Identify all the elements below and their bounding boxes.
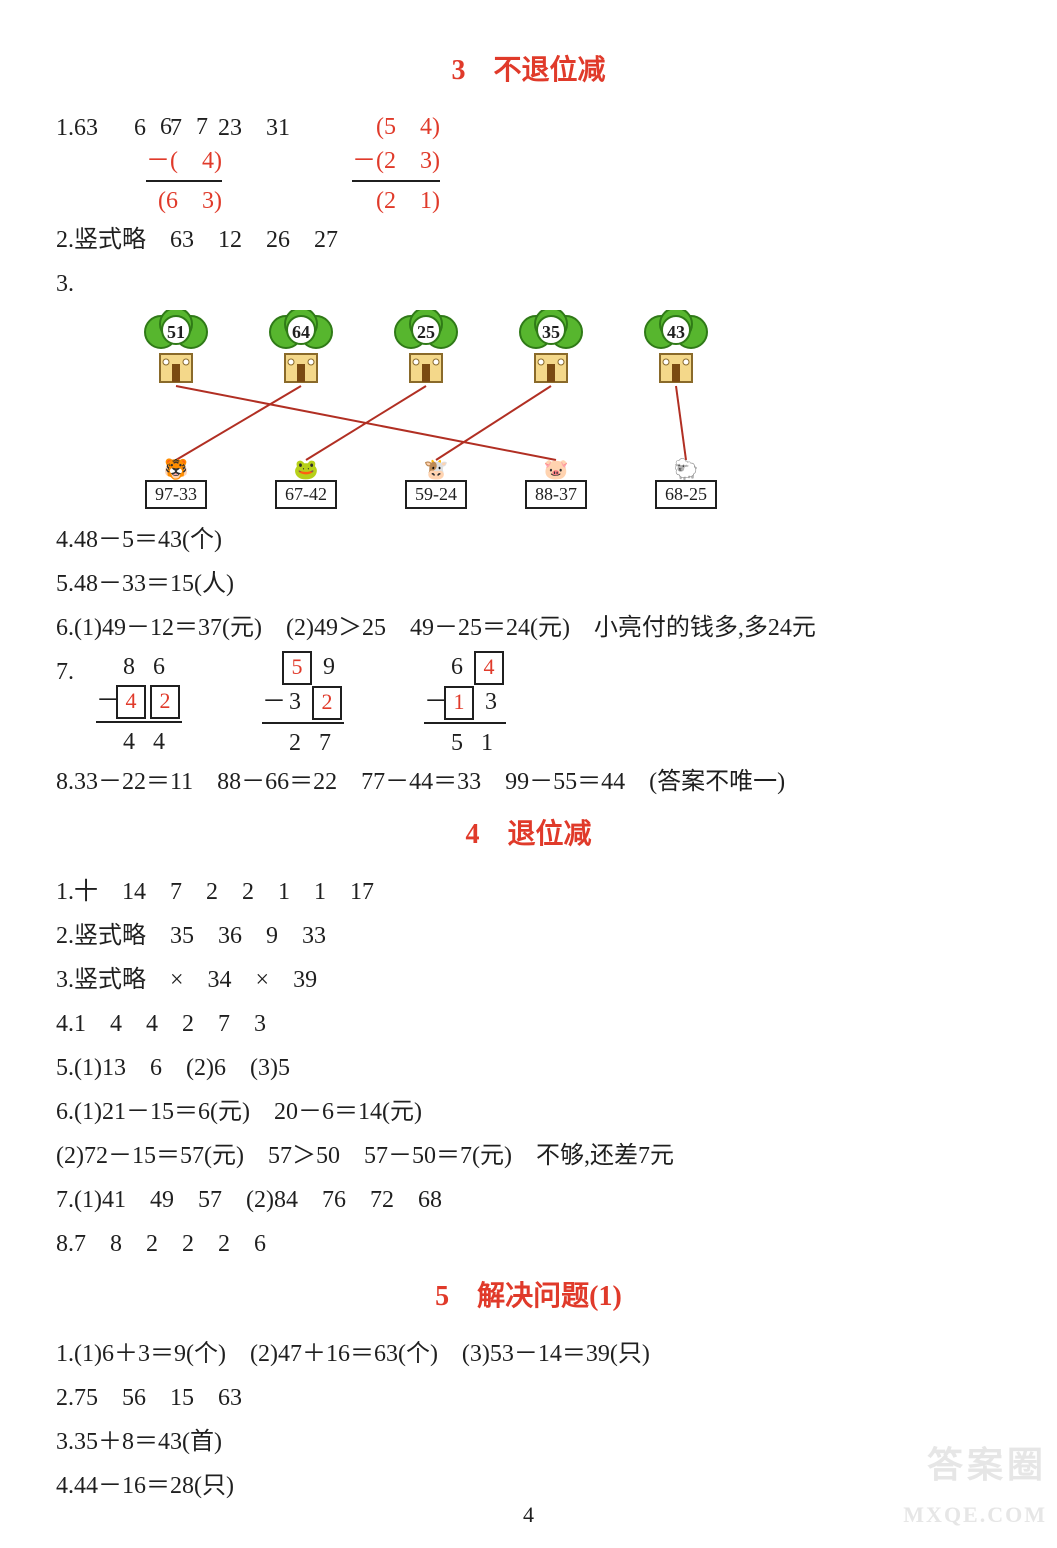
watermark-a: 答案圈 xyxy=(927,1436,1047,1488)
s3-q7: 7. 86－4244 59－3227 64－1351 xyxy=(56,650,1001,760)
page-number: 4 xyxy=(0,1502,1057,1528)
s4-line-2: 3.竖式略 × 34 × 39 xyxy=(56,958,1001,1002)
s3-q7-calc-0: 86－4244 xyxy=(96,650,182,760)
s3-q3-expr-2: 59-24 xyxy=(405,480,467,509)
s3-q1-vcalc-a: (5 4) －(2 3) (2 1) xyxy=(352,110,440,218)
animal-icon: 🐯 xyxy=(126,460,226,480)
section5-lines: 1.(1)6＋3＝9(个) (2)47＋16＝63(个) (3)53－14＝39… xyxy=(56,1332,1001,1508)
section4-title: 4 退位减 xyxy=(56,812,1001,852)
s3-q3-expr-0: 97-33 xyxy=(145,480,207,509)
s4-line-4: 5.(1)13 6 (2)6 (3)5 xyxy=(56,1046,1001,1090)
s3-q3-tree-2: 25 xyxy=(386,310,466,390)
page: 3 不退位减 1.63 6 7 23 31 6 7 －( 4) (6 3) (5… xyxy=(0,0,1057,1548)
s3-q3-tree-num-3: 35 xyxy=(542,322,560,343)
watermark-b: MXQE.COM xyxy=(903,1502,1047,1528)
s3-q3-item-2: 🐮 59-24 xyxy=(386,460,486,509)
s3-q3-tree-num-2: 25 xyxy=(417,322,435,343)
s3-q3-tree-4: 43 xyxy=(636,310,716,390)
s3-q3-tree-0: 51 xyxy=(136,310,216,390)
s4-line-5: 6.(1)21－15＝6(元) 20－6＝14(元) xyxy=(56,1090,1001,1134)
s3-q3-link xyxy=(676,386,686,460)
s4-line-0: 1.十 14 7 2 2 1 1 17 xyxy=(56,870,1001,914)
s3-q4: 4.48－5＝43(个) xyxy=(56,518,1001,562)
s3-q3-tree-1: 64 xyxy=(261,310,341,390)
s3-q3-link xyxy=(436,386,551,460)
s3-q3-item-1: 🐸 67-42 xyxy=(256,460,356,509)
section3-title: 3 不退位减 xyxy=(56,48,1001,88)
s4-line-8: 8.7 8 2 2 2 6 xyxy=(56,1222,1001,1266)
s3-q3-link xyxy=(176,386,556,460)
s3-q3-tree-3: 35 xyxy=(511,310,591,390)
s3-q3-tree-num-0: 51 xyxy=(167,322,185,343)
s3-q3-item-3: 🐷 88-37 xyxy=(506,460,606,509)
s3-q3-link xyxy=(176,386,301,460)
s3-q3-tree-num-1: 64 xyxy=(292,322,310,343)
animal-icon: 🐑 xyxy=(636,460,736,480)
s3-q7-calc-2: 64－1351 xyxy=(424,650,506,760)
s3-q3-label: 3. xyxy=(56,262,96,306)
s5-line-0: 1.(1)6＋3＝9(个) (2)47＋16＝63(个) (3)53－14＝39… xyxy=(56,1332,1001,1376)
s3-q1-vcalc-b: 6 7 －( 4) (6 3) xyxy=(146,110,222,218)
s4-line-1: 2.竖式略 35 36 9 33 xyxy=(56,914,1001,958)
s3-q6: 6.(1)49－12＝37(元) (2)49＞25 49－25＝24(元) 小亮… xyxy=(56,606,1001,650)
s4-line-3: 4.1 4 4 2 7 3 xyxy=(56,1002,1001,1046)
s3-q8: 8.33－22＝11 88－66＝22 77－44＝33 99－55＝44 (答… xyxy=(56,760,1001,804)
s3-q3-tree-num-4: 43 xyxy=(667,322,685,343)
animal-icon: 🐸 xyxy=(256,460,356,480)
s3-q3-diagram: 51 64 xyxy=(96,310,996,510)
animal-icon: 🐮 xyxy=(386,460,486,480)
s3-q3-expr-1: 67-42 xyxy=(275,480,337,509)
s3-q3-expr-3: 88-37 xyxy=(525,480,587,509)
s5-line-2: 3.35＋8＝43(首) xyxy=(56,1420,1001,1464)
s3-q3-link xyxy=(306,386,426,460)
s3-q2: 2.竖式略 63 12 26 27 xyxy=(56,218,1001,262)
s3-q5: 5.48－33＝15(人) xyxy=(56,562,1001,606)
s4-line-7: 7.(1)41 49 57 (2)84 76 72 68 xyxy=(56,1178,1001,1222)
section4-lines: 1.十 14 7 2 2 1 1 172.竖式略 35 36 9 333.竖式略… xyxy=(56,870,1001,1266)
section5-title: 5 解决问题(1) xyxy=(56,1274,1001,1314)
s3-q7-calc-1: 59－3227 xyxy=(262,650,344,760)
animal-icon: 🐷 xyxy=(506,460,606,480)
s3-q3-item-4: 🐑 68-25 xyxy=(636,460,736,509)
s5-line-1: 2.75 56 15 63 xyxy=(56,1376,1001,1420)
s3-q3-item-0: 🐯 97-33 xyxy=(126,460,226,509)
s3-q7-label: 7. xyxy=(56,650,96,694)
s3-q3-expr-4: 68-25 xyxy=(655,480,717,509)
s4-line-6: (2)72－15＝57(元) 57＞50 57－50＝7(元) 不够,还差7元 xyxy=(56,1134,1001,1178)
